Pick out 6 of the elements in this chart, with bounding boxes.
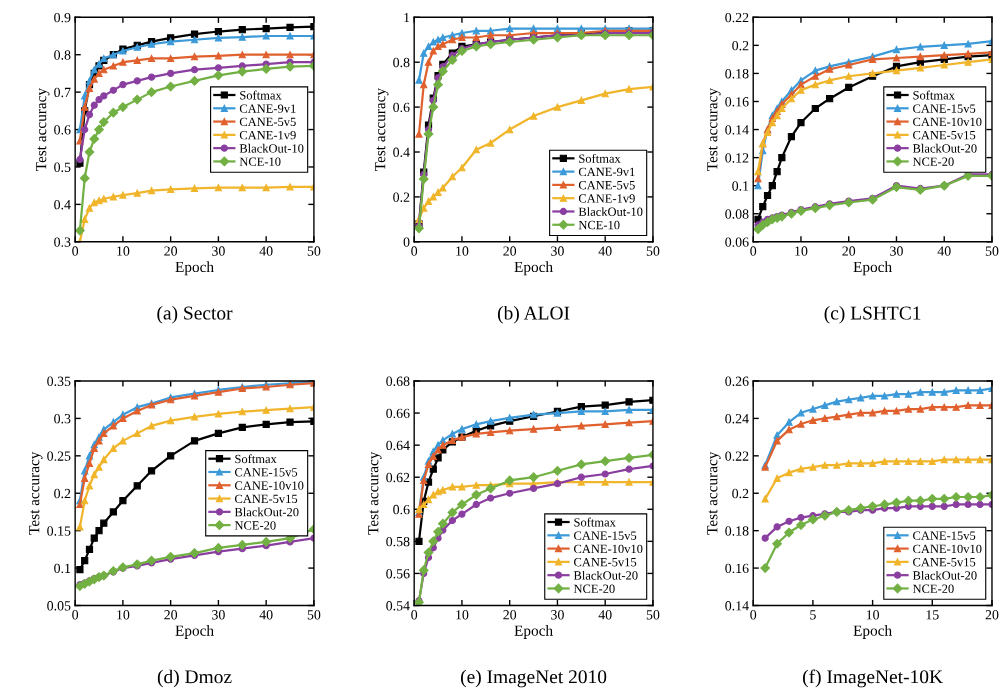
text: (d) Dmoz [157,669,232,688]
text: (e) ImageNet 2010 [460,669,607,688]
text: (b) ALOI [497,305,570,324]
text: (a) Sector [157,305,233,324]
text: (f) ImageNet-10K [803,669,943,688]
text: (c) LSHTC1 [824,305,921,324]
